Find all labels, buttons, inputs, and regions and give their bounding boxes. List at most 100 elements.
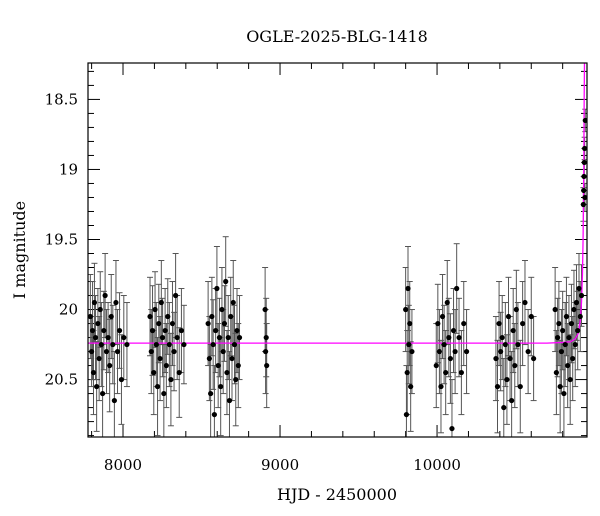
data-point [510, 327, 516, 334]
data-point [528, 313, 534, 320]
data-point [407, 320, 413, 327]
data-point [556, 320, 562, 327]
data-point [561, 390, 567, 397]
data-point [103, 348, 110, 355]
data-point [404, 369, 410, 376]
data-point [159, 334, 166, 341]
data-point [205, 320, 211, 327]
data-point [101, 327, 107, 334]
y-tick-label-18.5: 18.5 [45, 90, 78, 108]
data-point [571, 306, 577, 313]
data-point [509, 397, 515, 404]
data-point [214, 285, 220, 292]
data-point [114, 348, 121, 355]
data-point [408, 383, 414, 390]
data-point [148, 348, 154, 355]
data-point [463, 348, 470, 355]
data-point [98, 341, 104, 348]
data-point [454, 285, 460, 292]
data-point [97, 306, 103, 313]
data-point [447, 355, 453, 362]
data-point [565, 362, 571, 369]
data-point [89, 348, 95, 355]
x-tick-label-8000: 8000 [104, 456, 142, 474]
data-point [102, 292, 108, 299]
data-point [107, 362, 113, 369]
data-point [555, 334, 561, 341]
data-point [433, 362, 439, 369]
data-point [224, 369, 230, 376]
data-point [517, 383, 523, 390]
data-point [566, 334, 572, 341]
y-axis-label: I magnitude [10, 201, 29, 299]
data-point [229, 355, 235, 362]
data-point [116, 327, 123, 334]
data-point [213, 327, 219, 334]
data-point [512, 362, 518, 369]
data-points [88, 117, 587, 432]
data-point [504, 376, 510, 383]
data-point [499, 334, 505, 341]
data-point [215, 362, 221, 369]
data-point [216, 334, 223, 341]
data-point [162, 327, 168, 334]
data-point [91, 299, 98, 306]
y-tick-label-19: 19 [59, 160, 78, 178]
data-point [105, 334, 111, 341]
data-point [171, 348, 177, 355]
data-point [221, 320, 228, 327]
data-point [515, 341, 521, 348]
data-point [95, 320, 101, 327]
axis-ticks [88, 63, 587, 437]
data-point [236, 334, 243, 341]
data-point [498, 348, 504, 355]
data-point [578, 292, 585, 299]
data-point [444, 299, 450, 306]
y-tick-label-20.5: 20.5 [45, 371, 78, 389]
data-point [502, 341, 508, 348]
data-point [461, 320, 467, 327]
data-point [405, 285, 411, 292]
data-point [570, 355, 576, 362]
data-point [121, 334, 127, 341]
data-point [235, 362, 241, 369]
data-point [208, 390, 214, 397]
data-point [568, 320, 575, 327]
data-point [96, 355, 102, 362]
data-point [153, 341, 159, 348]
data-point [206, 355, 212, 362]
data-point [149, 327, 156, 334]
data-point [452, 348, 458, 355]
x-axis-label: HJD - 2450000 [277, 485, 397, 504]
data-point [169, 320, 176, 327]
data-point [89, 327, 96, 334]
data-point [582, 194, 587, 201]
data-point [563, 313, 570, 320]
data-point [124, 341, 130, 348]
data-point [567, 376, 573, 383]
error-bars [88, 108, 587, 437]
data-point [156, 320, 162, 327]
data-point [154, 383, 161, 390]
data-point [151, 369, 157, 376]
data-point [435, 320, 441, 327]
data-point [234, 327, 240, 334]
chart-title: OGLE-2025-BLG-1418 [246, 27, 428, 46]
x-tick-label-9000: 9000 [261, 456, 299, 474]
plot-frame [87, 62, 588, 438]
data-point [210, 341, 216, 348]
data-point [582, 117, 587, 124]
data-point [558, 348, 565, 355]
data-point [176, 369, 182, 376]
data-point [218, 383, 224, 390]
data-point [576, 285, 582, 292]
data-point [158, 299, 164, 306]
data-point [181, 341, 187, 348]
data-point [231, 341, 238, 348]
data-point [575, 327, 581, 334]
data-point [147, 313, 153, 320]
data-point [233, 376, 239, 383]
data-point [211, 411, 217, 418]
data-point [446, 334, 452, 341]
data-point [163, 362, 169, 369]
